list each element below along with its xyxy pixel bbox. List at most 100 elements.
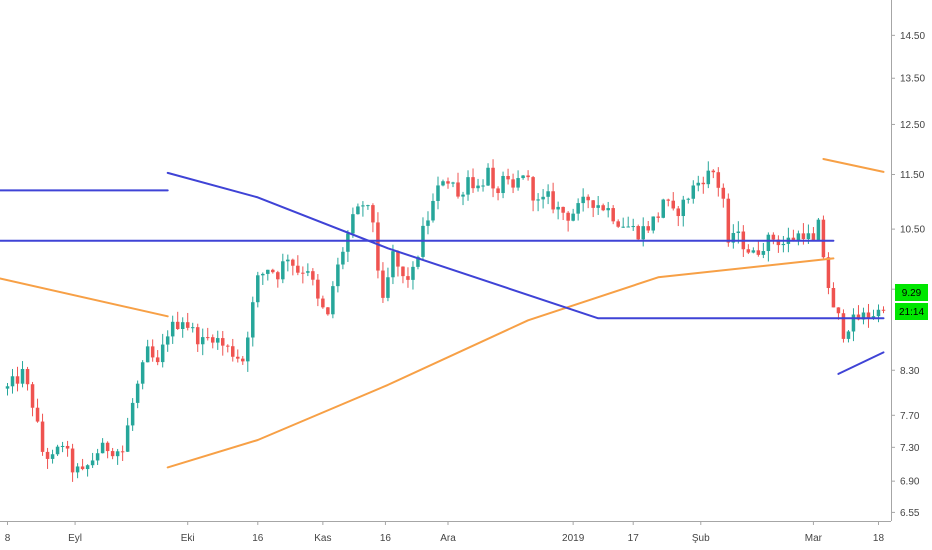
candle bbox=[331, 281, 335, 319]
candle bbox=[671, 192, 676, 211]
candle bbox=[866, 303, 871, 328]
candle-body bbox=[576, 203, 580, 214]
candle-body bbox=[170, 321, 175, 337]
candle-body bbox=[190, 327, 195, 329]
candle bbox=[5, 383, 10, 396]
candle-body bbox=[571, 213, 575, 221]
candle bbox=[90, 452, 95, 468]
candle-body bbox=[351, 214, 355, 234]
candle bbox=[776, 235, 781, 253]
candle-body bbox=[641, 226, 645, 240]
candle-body bbox=[145, 346, 150, 363]
candle-body bbox=[661, 199, 665, 218]
candle-body bbox=[481, 185, 485, 187]
y-tick-label: 11.50 bbox=[900, 170, 925, 181]
candle-body bbox=[180, 322, 185, 330]
candle-body bbox=[761, 251, 766, 255]
candle-body bbox=[346, 233, 350, 252]
y-tick-label: 7.70 bbox=[900, 411, 920, 422]
candle bbox=[301, 266, 305, 284]
candle bbox=[651, 216, 655, 234]
candle bbox=[411, 261, 415, 290]
candle-body bbox=[821, 219, 826, 258]
candle bbox=[466, 170, 470, 201]
candle-body bbox=[516, 178, 520, 188]
candle-body bbox=[806, 233, 811, 240]
candle-body bbox=[276, 272, 280, 280]
candle bbox=[190, 322, 195, 333]
candle-body bbox=[75, 466, 80, 473]
candle bbox=[496, 186, 500, 201]
candle-body bbox=[486, 167, 490, 186]
candle-body bbox=[456, 182, 460, 197]
candle bbox=[686, 197, 691, 204]
candle bbox=[200, 328, 205, 356]
candle bbox=[731, 224, 736, 249]
candle-body bbox=[10, 376, 15, 387]
candle-body bbox=[476, 185, 480, 189]
candle-body bbox=[541, 196, 545, 200]
candle bbox=[185, 312, 190, 331]
candle bbox=[226, 344, 230, 353]
candle bbox=[796, 230, 801, 246]
candle-body bbox=[45, 451, 50, 459]
candle-body bbox=[591, 200, 595, 208]
candle bbox=[316, 274, 320, 307]
candle-body bbox=[836, 307, 841, 314]
candle-body bbox=[686, 198, 691, 200]
candle-body bbox=[231, 346, 235, 357]
candle bbox=[366, 204, 370, 210]
candle bbox=[35, 398, 40, 423]
x-tick-label: 18 bbox=[873, 533, 885, 544]
candle bbox=[606, 201, 610, 218]
candle-body bbox=[60, 445, 65, 447]
candle-body bbox=[120, 451, 125, 453]
candle-body bbox=[716, 172, 721, 188]
candle-body bbox=[391, 251, 395, 278]
orange-indicator-line bbox=[166, 257, 835, 469]
candle-body bbox=[776, 239, 781, 246]
candle bbox=[461, 191, 465, 206]
candle-body bbox=[851, 314, 856, 332]
candle bbox=[100, 438, 105, 454]
candle bbox=[140, 360, 145, 390]
time-axis[interactable]: 8 Eyl Eki 16 Kas 16 Ara 2019 17 Şub Mar 18 bbox=[5, 521, 885, 544]
candle-body bbox=[130, 402, 135, 426]
candle bbox=[10, 368, 15, 394]
candle bbox=[756, 241, 761, 257]
candle bbox=[175, 311, 180, 330]
candle-body bbox=[671, 200, 676, 209]
x-tick-label: Eyl bbox=[68, 533, 82, 544]
candle bbox=[821, 215, 826, 259]
candle-body bbox=[621, 226, 625, 228]
candle-body bbox=[726, 198, 731, 243]
candle-body bbox=[155, 357, 160, 363]
candle bbox=[281, 253, 285, 284]
x-tick-label: 2019 bbox=[562, 533, 585, 544]
candle-body bbox=[771, 234, 776, 240]
candle bbox=[676, 206, 681, 227]
candle-body bbox=[626, 226, 630, 228]
candle bbox=[30, 381, 35, 417]
candle bbox=[611, 205, 615, 225]
candle bbox=[566, 211, 570, 232]
candle bbox=[396, 250, 400, 277]
candle-body bbox=[656, 216, 660, 218]
candle-body bbox=[291, 259, 295, 266]
candle-body bbox=[306, 271, 310, 273]
candle bbox=[571, 208, 575, 222]
candle bbox=[40, 413, 45, 456]
candle bbox=[861, 307, 866, 325]
candle bbox=[70, 443, 75, 482]
candle-body bbox=[30, 384, 35, 408]
candle bbox=[576, 198, 580, 221]
countdown-label: 21:14 bbox=[899, 307, 924, 318]
candle bbox=[696, 175, 701, 192]
candle-body bbox=[261, 273, 265, 276]
candle bbox=[746, 244, 751, 255]
candle bbox=[130, 398, 135, 431]
candle bbox=[831, 282, 836, 308]
candle bbox=[306, 263, 310, 277]
candle bbox=[346, 230, 350, 262]
candle bbox=[536, 193, 540, 212]
